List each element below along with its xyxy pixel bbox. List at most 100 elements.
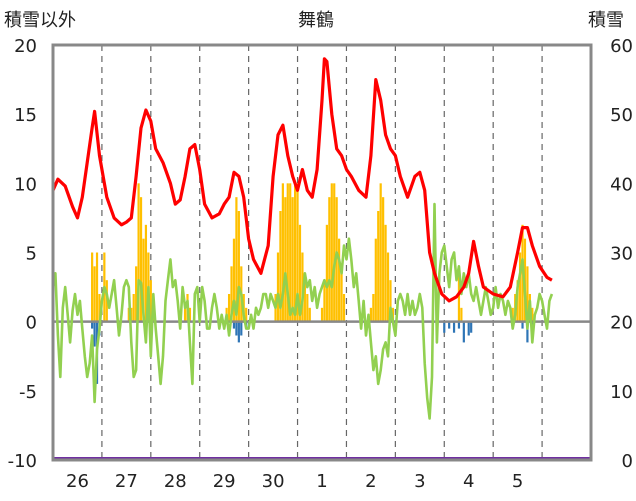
precipitation-bar [281, 183, 284, 322]
precipitation-bar [245, 307, 248, 322]
negative-bar [470, 321, 473, 333]
negative-bar [521, 321, 524, 329]
plot-frame [51, 43, 593, 462]
precipitation-bar [526, 266, 529, 322]
negative-bar [91, 321, 94, 329]
precipitation-bar [149, 280, 152, 322]
precipitation-bar [284, 197, 287, 322]
precipitation-bar [379, 183, 382, 322]
precipitation-bar [279, 211, 282, 322]
precipitation-bar [237, 211, 240, 322]
temperature-line [51, 57, 553, 303]
x-tick-label: 4 [463, 471, 474, 492]
precipitation-bar [137, 183, 140, 322]
right-axis-title: 積雪 [588, 10, 624, 31]
precipitation-bar [460, 307, 463, 322]
precipitation-bar [227, 294, 231, 322]
right-tick-label: 40 [610, 174, 633, 195]
precipitation-bar [132, 294, 135, 322]
precipitation-bar [144, 224, 148, 322]
precipitation-bar [389, 280, 392, 322]
precipitation-bar [286, 183, 289, 322]
precipitation-bar [139, 197, 143, 322]
right-tick-label: 30 [610, 244, 633, 265]
negative-bar [232, 321, 236, 329]
precipitation-bar [230, 266, 233, 322]
negative-bar [240, 321, 243, 336]
x-tick-label: 28 [164, 471, 187, 492]
right-tick-label: 20 [610, 313, 633, 334]
precipitation-bar [303, 280, 306, 322]
precipitation-bar [374, 238, 377, 322]
x-tick-label: 5 [512, 471, 523, 492]
negative-bar [443, 321, 446, 333]
precipitation-bar [289, 183, 292, 322]
precipitation-bar [386, 252, 390, 322]
precipitation-bar [338, 238, 341, 322]
x-tick-label: 1 [316, 471, 327, 492]
negative-bar [457, 321, 461, 329]
grid-lines [101, 45, 543, 460]
negative-bar [467, 321, 470, 336]
precipitation-bar [293, 183, 297, 322]
x-tick-label: 3 [414, 471, 425, 492]
precipitation-bar [382, 197, 385, 322]
x-tick-label: 27 [115, 471, 138, 492]
x-tick-label: 30 [262, 471, 285, 492]
right-tick-label: 0 [622, 451, 633, 472]
right-tick-label: 10 [610, 382, 633, 403]
precipitation-bar [183, 307, 187, 322]
precipitation-bar [328, 197, 331, 322]
negative-bar [235, 321, 238, 336]
precipitation-bar [333, 183, 336, 322]
chart-title: 舞鶴 [298, 10, 334, 31]
precipitation-bar [342, 294, 346, 322]
precipitation-bar [98, 294, 101, 322]
x-tick-label: 29 [213, 471, 236, 492]
precipitation-bar [369, 307, 373, 322]
precipitation-bar [308, 307, 311, 322]
precipitation-bar [518, 252, 522, 322]
right-tick-label: 60 [610, 36, 633, 57]
left-axis-ticks: -10 -5 0 5 10 15 20 [8, 36, 37, 472]
x-tick-label: 26 [66, 471, 89, 492]
precipitation-bar [291, 197, 294, 322]
left-tick-label: -10 [8, 451, 37, 472]
precipitation-bar [142, 238, 145, 322]
precipitation-bar [384, 224, 387, 322]
precipitation-bar [135, 266, 138, 322]
left-tick-label: 10 [14, 174, 37, 195]
precipitation-bar [298, 224, 302, 322]
precipitation-bar [340, 266, 343, 322]
left-tick-label: 5 [26, 244, 37, 265]
negative-bar [237, 321, 240, 343]
precipitation-bar [330, 183, 333, 322]
negative-bar [93, 321, 96, 347]
negative-bar [526, 321, 529, 343]
series-lines [51, 57, 591, 461]
left-tick-label: 0 [26, 313, 37, 334]
precipitation-bar [296, 183, 299, 322]
negative-bar [462, 321, 465, 343]
precipitation-bar [276, 252, 280, 322]
right-tick-label: 50 [610, 105, 633, 126]
negative-bar [452, 321, 456, 333]
precipitation-bar [232, 238, 236, 322]
right-axis-ticks: 0 10 20 30 40 50 60 [610, 36, 633, 472]
precipitation-bar [306, 294, 309, 322]
precipitation-bar [93, 266, 96, 322]
x-axis-ticks: 26 27 28 29 30 1 2 3 4 5 [66, 471, 523, 492]
precipitation-bar [91, 252, 94, 322]
precipitation-bar [323, 280, 326, 322]
negative-bar [448, 321, 451, 329]
precipitation-bar [188, 307, 192, 322]
left-tick-label: 20 [14, 36, 37, 57]
left-tick-label: 15 [14, 105, 37, 126]
precipitation-bar [325, 224, 328, 322]
precipitation-bar [531, 307, 534, 322]
left-axis-title: 積雪以外 [4, 10, 76, 31]
left-tick-label: -5 [19, 382, 37, 403]
precipitation-bar [320, 307, 324, 322]
x-tick-label: 2 [365, 471, 376, 492]
